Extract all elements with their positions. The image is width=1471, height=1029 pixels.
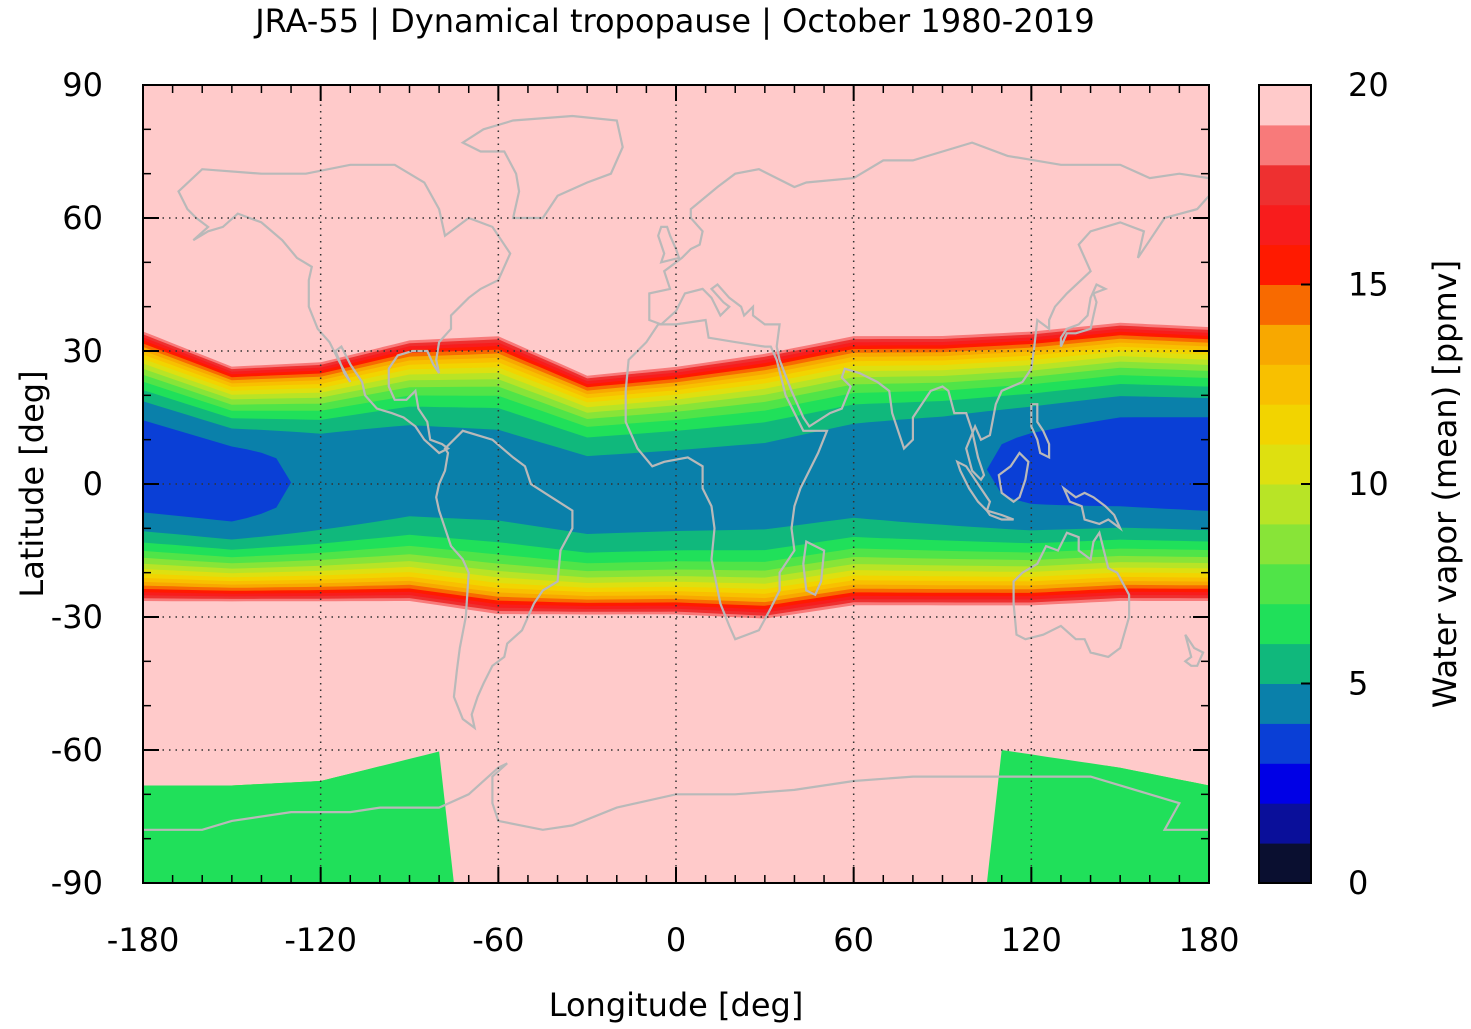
colorbar-tick-label: 15	[1348, 266, 1389, 304]
colorbar-ticks: 0 5 10 15 20	[1301, 66, 1389, 902]
colorbar-swatch	[1259, 164, 1311, 206]
x-tick-label: -120	[284, 921, 357, 959]
y-tick-label: 60	[62, 199, 103, 237]
y-tick-label: -60	[51, 731, 103, 769]
coastline-japan	[1059, 283, 1109, 348]
colorbar-swatch	[1259, 324, 1311, 365]
coastline-java	[984, 508, 1014, 521]
coastlines	[143, 114, 1209, 831]
coastline-africa	[624, 318, 829, 641]
colorbar-swatch	[1259, 723, 1311, 764]
colorbar-swatch	[1259, 244, 1311, 285]
x-tick-label: 120	[1001, 921, 1062, 959]
colorbar-tick-label: 5	[1348, 665, 1368, 703]
coastline-philippines	[1030, 403, 1051, 460]
colorbar-tick-label: 0	[1348, 864, 1368, 902]
coastline-greenland	[460, 114, 624, 220]
colorbar-swatch	[1259, 444, 1311, 485]
y-tick-label: 90	[62, 66, 103, 104]
y-tick-label: 30	[62, 332, 103, 370]
coastline-south-america	[435, 429, 574, 731]
colorbar	[1259, 85, 1311, 884]
colorbar-tick-label: 10	[1348, 465, 1389, 503]
colorbar-swatch	[1259, 484, 1311, 525]
colorbar-swatch	[1259, 284, 1311, 325]
colorbar-swatch	[1259, 563, 1311, 605]
coastline-new-zealand	[1183, 634, 1205, 667]
colorbar-swatch	[1259, 204, 1311, 246]
tropical-band-level-3	[143, 417, 1209, 522]
x-axis-label: Longitude [deg]	[549, 986, 804, 1024]
x-tick-label: 0	[666, 921, 686, 959]
colorbar-swatch	[1259, 843, 1311, 884]
tropical-band-level-4	[143, 396, 1209, 540]
colorbar-label: Water vapor (mean) [ppmv]	[1426, 260, 1464, 708]
coastline-antarctica	[143, 762, 1209, 831]
y-tick-label: -30	[51, 598, 103, 636]
y-tick-label: -90	[51, 864, 103, 902]
y-tick-label: 0	[83, 465, 103, 503]
colorbar-swatch	[1259, 404, 1311, 445]
colorbar-swatch	[1259, 124, 1311, 166]
coastline-australia	[1012, 530, 1131, 659]
antarctic-band-level-6	[143, 750, 1209, 883]
coastline-madagascar	[802, 539, 826, 597]
colorbar-swatch	[1259, 643, 1311, 684]
colorbar-swatch	[1259, 364, 1311, 405]
colorbar-tick-label: 20	[1348, 66, 1389, 104]
colorbar-swatch	[1259, 85, 1311, 126]
colorbar-swatch	[1259, 603, 1311, 645]
coastline-north-america	[177, 163, 512, 455]
x-tick-label: -180	[107, 921, 180, 959]
grid-lines	[143, 85, 1209, 883]
chart-title: JRA-55 | Dynamical tropopause | October …	[253, 2, 1095, 40]
x-axis: -180 -120 -60 0 60 120 180	[107, 85, 1240, 959]
coastline-new-guinea	[1061, 484, 1123, 532]
coastline-eurasia	[648, 141, 1209, 482]
y-axis-label: Latitude [deg]	[13, 370, 51, 597]
x-tick-label: -60	[472, 921, 524, 959]
y-axis: 90 60 30 0 -30 -60 -90	[51, 66, 1209, 902]
x-tick-label: 180	[1178, 921, 1239, 959]
colorbar-swatch	[1259, 683, 1311, 724]
x-tick-label: 60	[833, 921, 874, 959]
colorbar-swatch	[1259, 763, 1311, 804]
colorbar-swatch	[1259, 803, 1311, 844]
coastline-borneo	[997, 451, 1030, 504]
map-field	[143, 85, 1209, 883]
colorbar-swatch	[1259, 523, 1311, 565]
coastline-british-isles	[657, 225, 681, 264]
